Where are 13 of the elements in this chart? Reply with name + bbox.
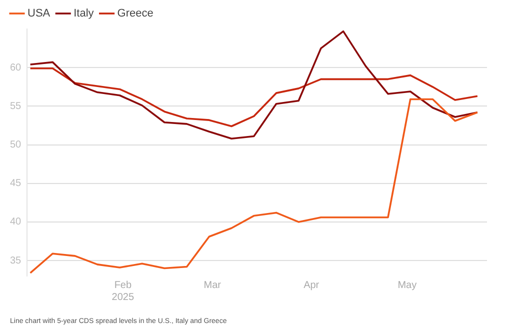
y-tick-label: 45 <box>10 178 22 190</box>
y-tick-label: 60 <box>10 62 22 74</box>
legend-label: Greece <box>117 8 154 20</box>
x-tick-label: Feb 2025 <box>112 280 134 303</box>
legend-label: USA <box>28 8 51 20</box>
x-tick-label: Mar <box>204 280 222 291</box>
x-tick-label: May <box>398 280 417 291</box>
y-tick-label: 40 <box>10 216 22 228</box>
y-tick-label: 50 <box>10 140 22 151</box>
y-tick-label: 55 <box>10 100 22 112</box>
y-tick-label: 35 <box>10 255 22 266</box>
legend-label: Italy <box>74 8 94 20</box>
x-tick-label: Apr <box>304 280 320 291</box>
